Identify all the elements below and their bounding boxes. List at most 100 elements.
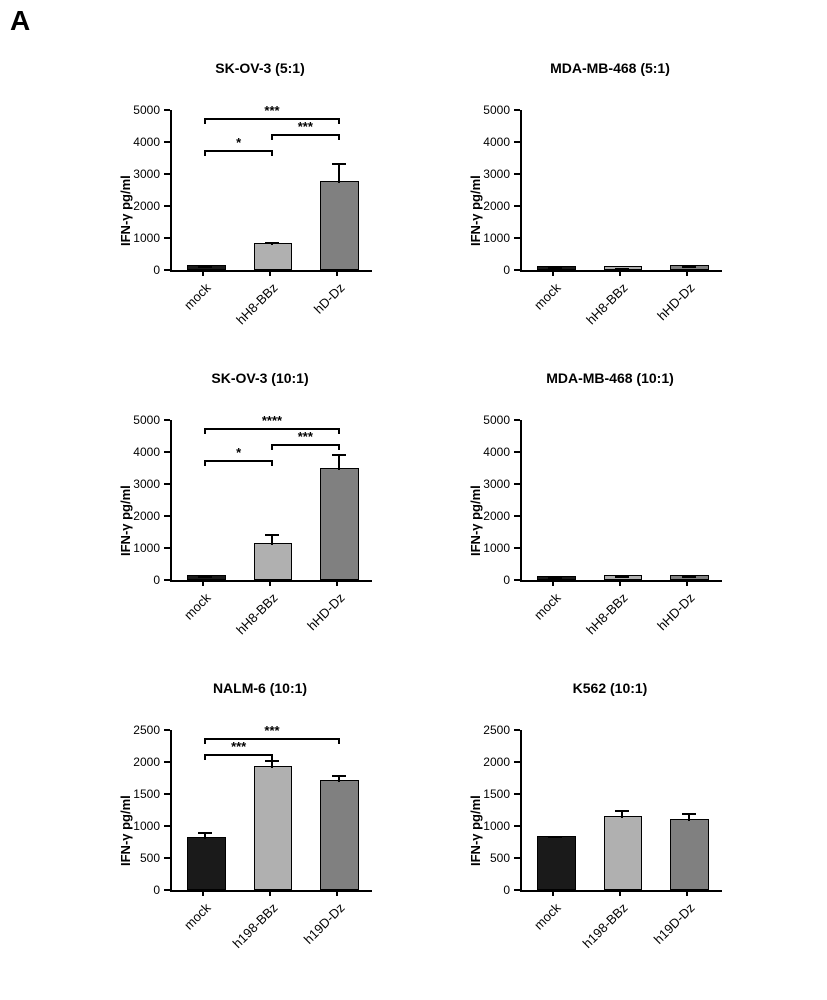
y-axis-label: IFN-γ pg/ml — [468, 795, 483, 866]
error-cap — [548, 267, 562, 269]
ytick-mark — [514, 761, 520, 763]
ytick-mark — [164, 579, 170, 581]
ytick-mark — [514, 889, 520, 891]
chart-title: SK-OV-3 (10:1) — [110, 370, 410, 386]
ytick-mark — [514, 141, 520, 143]
significance-label: * — [214, 135, 264, 150]
error-cap — [615, 576, 629, 578]
bar — [320, 468, 359, 580]
ytick-label: 4000 — [460, 135, 510, 149]
xtick-mark — [269, 270, 271, 276]
chart-5: K562 (10:1)05001000150020002500IFN-γ pg/… — [460, 680, 760, 960]
bar — [254, 243, 293, 270]
ytick-label: 5000 — [460, 413, 510, 427]
significance-bracket — [205, 428, 338, 430]
chart-title: K562 (10:1) — [460, 680, 760, 696]
plot-area — [520, 420, 722, 582]
ytick-mark — [514, 547, 520, 549]
error-cap — [615, 810, 629, 812]
ytick-mark — [514, 857, 520, 859]
significance-tick — [271, 134, 273, 140]
ytick-mark — [164, 451, 170, 453]
plot-area — [520, 110, 722, 272]
ytick-label: 0 — [460, 883, 510, 897]
significance-label: **** — [247, 413, 297, 428]
error-cap — [198, 576, 212, 578]
ytick-label: 0 — [110, 883, 160, 897]
xtick-mark — [619, 580, 621, 586]
ytick-label: 5000 — [110, 103, 160, 117]
ytick-label: 0 — [460, 263, 510, 277]
significance-tick — [204, 754, 206, 760]
ytick-mark — [514, 237, 520, 239]
error-cap — [615, 268, 629, 270]
significance-bracket — [205, 460, 272, 462]
ytick-mark — [514, 825, 520, 827]
significance-tick — [271, 754, 273, 760]
ytick-mark — [164, 857, 170, 859]
ytick-mark — [164, 889, 170, 891]
significance-tick — [271, 150, 273, 156]
ytick-label: 0 — [460, 573, 510, 587]
ytick-mark — [514, 419, 520, 421]
significance-tick — [204, 118, 206, 124]
ytick-mark — [514, 483, 520, 485]
ytick-label: 4000 — [110, 135, 160, 149]
chart-3: MDA-MB-468 (10:1)010002000300040005000IF… — [460, 370, 760, 650]
y-axis-label: IFN-γ pg/ml — [468, 175, 483, 246]
xtick-mark — [269, 890, 271, 896]
plot-area: ******** — [170, 420, 372, 582]
bar — [254, 766, 293, 890]
significance-tick — [338, 428, 340, 434]
ytick-mark — [164, 173, 170, 175]
chart-4: NALM-6 (10:1)******05001000150020002500I… — [110, 680, 410, 960]
ytick-label: 2000 — [460, 755, 510, 769]
ytick-mark — [164, 205, 170, 207]
significance-tick — [204, 150, 206, 156]
ytick-mark — [164, 547, 170, 549]
significance-tick — [271, 444, 273, 450]
y-axis-label: IFN-γ pg/ml — [118, 485, 133, 556]
error-bar — [338, 163, 340, 183]
ytick-mark — [514, 515, 520, 517]
chart-title: SK-OV-3 (5:1) — [110, 60, 410, 76]
figure-panel-a: A SK-OV-3 (5:1)*******010002000300040005… — [0, 0, 827, 1000]
significance-bracket — [272, 444, 339, 446]
ytick-label: 5000 — [110, 413, 160, 427]
significance-label: *** — [247, 723, 297, 738]
xtick-mark — [552, 580, 554, 586]
error-bar — [338, 454, 340, 470]
xtick-mark — [202, 580, 204, 586]
ytick-mark — [514, 579, 520, 581]
ytick-mark — [164, 269, 170, 271]
xtick-mark — [336, 270, 338, 276]
ytick-mark — [164, 483, 170, 485]
chart-0: SK-OV-3 (5:1)*******01000200030004000500… — [110, 60, 410, 340]
ytick-mark — [164, 109, 170, 111]
significance-bracket — [205, 118, 338, 120]
significance-tick — [204, 428, 206, 434]
ytick-mark — [164, 419, 170, 421]
ytick-mark — [514, 729, 520, 731]
ytick-label: 4000 — [460, 445, 510, 459]
plot-area: ******* — [170, 110, 372, 272]
error-cap — [332, 163, 346, 165]
chart-1: MDA-MB-468 (5:1)010002000300040005000IFN… — [460, 60, 760, 340]
y-axis-label: IFN-γ pg/ml — [468, 485, 483, 556]
error-cap — [548, 577, 562, 579]
significance-label: *** — [280, 119, 330, 134]
chart-title: MDA-MB-468 (10:1) — [460, 370, 760, 386]
significance-tick — [338, 118, 340, 124]
bar — [187, 837, 226, 890]
panel-label: A — [10, 5, 30, 37]
y-axis-label: IFN-γ pg/ml — [118, 175, 133, 246]
ytick-label: 2500 — [110, 723, 160, 737]
chart-2: SK-OV-3 (10:1)********010002000300040005… — [110, 370, 410, 650]
significance-bracket — [205, 754, 272, 756]
ytick-mark — [164, 141, 170, 143]
xtick-mark — [686, 580, 688, 586]
bar — [537, 836, 576, 890]
ytick-mark — [514, 205, 520, 207]
ytick-mark — [514, 451, 520, 453]
significance-bracket — [205, 150, 272, 152]
